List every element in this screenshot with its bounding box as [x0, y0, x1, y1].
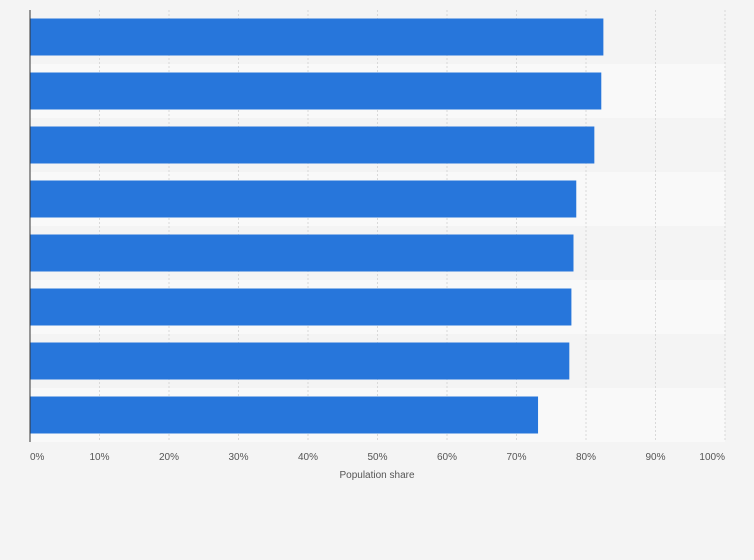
x-tick-label-2: 20% [159, 452, 179, 463]
x-tick-label-0: 0% [30, 452, 45, 463]
bar-6 [30, 288, 572, 326]
bar-3 [30, 126, 595, 164]
x-tick-label-8: 80% [576, 452, 596, 463]
bar-4 [30, 180, 577, 218]
bar-2 [30, 72, 602, 110]
x-tick-label-7: 70% [506, 452, 526, 463]
bars [30, 18, 604, 434]
bar-5 [30, 234, 574, 272]
x-tick-label-9: 90% [645, 452, 665, 463]
x-axis-tick-labels: 0% 10% 20% 30% 40% 50% 60% 70% 80% 90% 100% [30, 452, 725, 463]
x-tick-label-6: 60% [437, 452, 457, 463]
x-tick-label-5: 50% [367, 452, 387, 463]
bar-8 [30, 396, 539, 434]
bar-1 [30, 18, 604, 56]
x-axis-title: Population share [339, 470, 414, 481]
x-tick-label-10: 100% [699, 452, 725, 463]
bar-7 [30, 342, 570, 380]
x-tick-label-3: 30% [228, 452, 248, 463]
x-tick-label-4: 40% [298, 452, 318, 463]
x-tick-label-1: 10% [89, 452, 109, 463]
